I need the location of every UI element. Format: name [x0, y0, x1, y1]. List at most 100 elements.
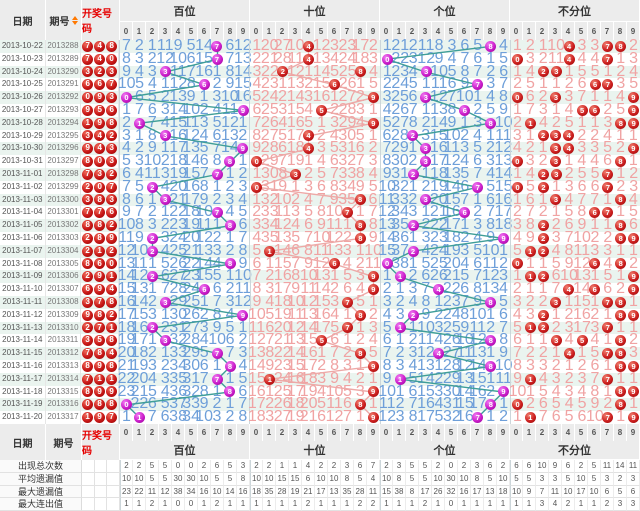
trend-cell: 3: [562, 89, 575, 105]
winning-ball: 9: [82, 104, 94, 116]
summary-value-cell: 3: [470, 460, 484, 473]
trend-cell: 3: [563, 178, 576, 194]
summary-value-cell: 5: [561, 472, 575, 486]
miss-count: 8: [525, 216, 535, 234]
section-title-bufen: 不分位: [510, 0, 640, 22]
trend-cell: 2: [524, 294, 537, 310]
trend-cell: 1: [627, 127, 640, 143]
drawn-ball: 9: [237, 309, 249, 321]
winning-ball: 1: [94, 245, 106, 257]
winning-ball: 7: [106, 412, 118, 423]
miss-count: 3: [408, 203, 418, 221]
drawn-ball: 3: [159, 296, 171, 308]
digit-header-cell: 6: [458, 424, 471, 441]
miss-count: 7: [551, 280, 561, 298]
trend-cell: 4: [562, 191, 575, 207]
miss-count: 3: [447, 37, 457, 54]
trend-cell: 3: [550, 168, 563, 181]
digit-header-cell: 1: [263, 22, 276, 40]
drawn-ball: 1: [264, 245, 276, 257]
date-cell: 2013-11-18: [0, 385, 46, 399]
summary-value-cell: 3: [535, 498, 549, 511]
miss-count: 5: [577, 62, 587, 80]
data-row: 2013-11-20 2013317 1 9 7 1 1 7 6 38 34 10 3 2 8 18 3 27 19…: [0, 409, 640, 425]
trend-cell: 1: [614, 242, 627, 258]
trend-cell: 1: [601, 89, 614, 105]
winning-ball: 9: [82, 143, 94, 155]
digit-header-cell: 9: [367, 424, 380, 441]
miss-count: 8: [564, 241, 574, 259]
summary-value-cell: 1: [262, 498, 276, 511]
digit-header-cell: 9: [497, 22, 510, 40]
drawn-ball: 1: [525, 117, 536, 129]
miss-count: 3: [629, 49, 639, 67]
miss-count: 1: [513, 164, 523, 182]
summary-value-cell: 6: [353, 460, 367, 473]
miss-count: 3: [355, 382, 365, 400]
drawn-ball: 8: [485, 40, 497, 52]
drawn-ball: 8: [615, 386, 627, 398]
section-title-bai: 百位: [120, 441, 250, 460]
drawn-ball: 1: [524, 373, 536, 385]
date-column-header-bottom: 日期: [0, 424, 46, 460]
summary-value-cell: 3: [392, 460, 406, 473]
miss-count: 5: [368, 75, 378, 93]
miss-count: 4: [564, 331, 574, 349]
trend-cell: 12: [326, 409, 344, 425]
trend-cell: 2: [614, 140, 627, 156]
trend-cell: 3: [550, 296, 563, 309]
summary-value-cell: 5: [158, 472, 172, 486]
trend-cell: 1: [524, 411, 537, 424]
miss-count: 4: [513, 228, 522, 246]
summary-value-cell: 34: [184, 485, 198, 499]
miss-count: 9: [564, 254, 574, 272]
trend-cell: 7: [601, 78, 614, 91]
summary-value-cell: 15: [275, 472, 289, 486]
summary-spacer-cell: [107, 472, 120, 486]
summary-value-cell: 1: [288, 498, 302, 511]
drawn-ball: 9: [498, 232, 510, 244]
summary-value-cell: 6: [210, 460, 224, 473]
miss-count: 2: [590, 126, 600, 144]
drawn-ball: 9: [628, 117, 640, 129]
miss-count: 5: [551, 254, 561, 272]
summary-spacer-cell: [82, 485, 95, 499]
miss-count: 4: [499, 37, 508, 54]
trend-cell: 6: [627, 217, 640, 233]
miss-count: 2: [616, 280, 625, 298]
summary-spacer-cell: [94, 498, 108, 511]
header-top: 日期 期号 开奖号码 百位 0 1 2 3 4 5 6 7 8 9 十位 0 1 2 3 4 5 6 7 8 9 个位 0 1 2…: [0, 0, 640, 40]
trend-cell: 1: [484, 409, 497, 425]
trend-cell: 1: [354, 409, 367, 425]
winning-ball: 8: [106, 335, 118, 347]
drawn-ball: 4: [563, 348, 575, 360]
trend-cell: 1: [119, 409, 133, 424]
miss-count: 2: [551, 113, 561, 131]
drawn-ball: 8: [615, 258, 627, 270]
miss-count: 6: [603, 152, 612, 170]
summary-value-cell: 2: [314, 460, 328, 473]
miss-count: 3: [551, 228, 561, 246]
trend-cell: 5: [601, 268, 614, 284]
trend-cell: 9: [627, 104, 640, 117]
sort-icon[interactable]: [71, 15, 78, 25]
winning-ball: 1: [106, 322, 118, 334]
miss-count: 1: [590, 267, 600, 285]
summary-value-cell: 5: [223, 460, 237, 473]
miss-count: 1: [538, 139, 548, 157]
miss-count: 1: [551, 203, 561, 221]
drawn-ball: 3: [159, 335, 171, 347]
trend-cell: 4: [510, 228, 524, 246]
trend-cell: 8: [614, 155, 627, 168]
drawn-ball: 4: [563, 143, 575, 155]
drawn-ball: 8: [614, 194, 626, 206]
drawn-ball: 7: [211, 53, 223, 65]
trend-cell: 8: [614, 40, 627, 53]
summary-value-cell: 8: [405, 485, 419, 499]
trend-cell: 7: [601, 168, 614, 181]
trend-cell: 2: [354, 332, 367, 348]
trend-cell: 5: [524, 178, 537, 194]
